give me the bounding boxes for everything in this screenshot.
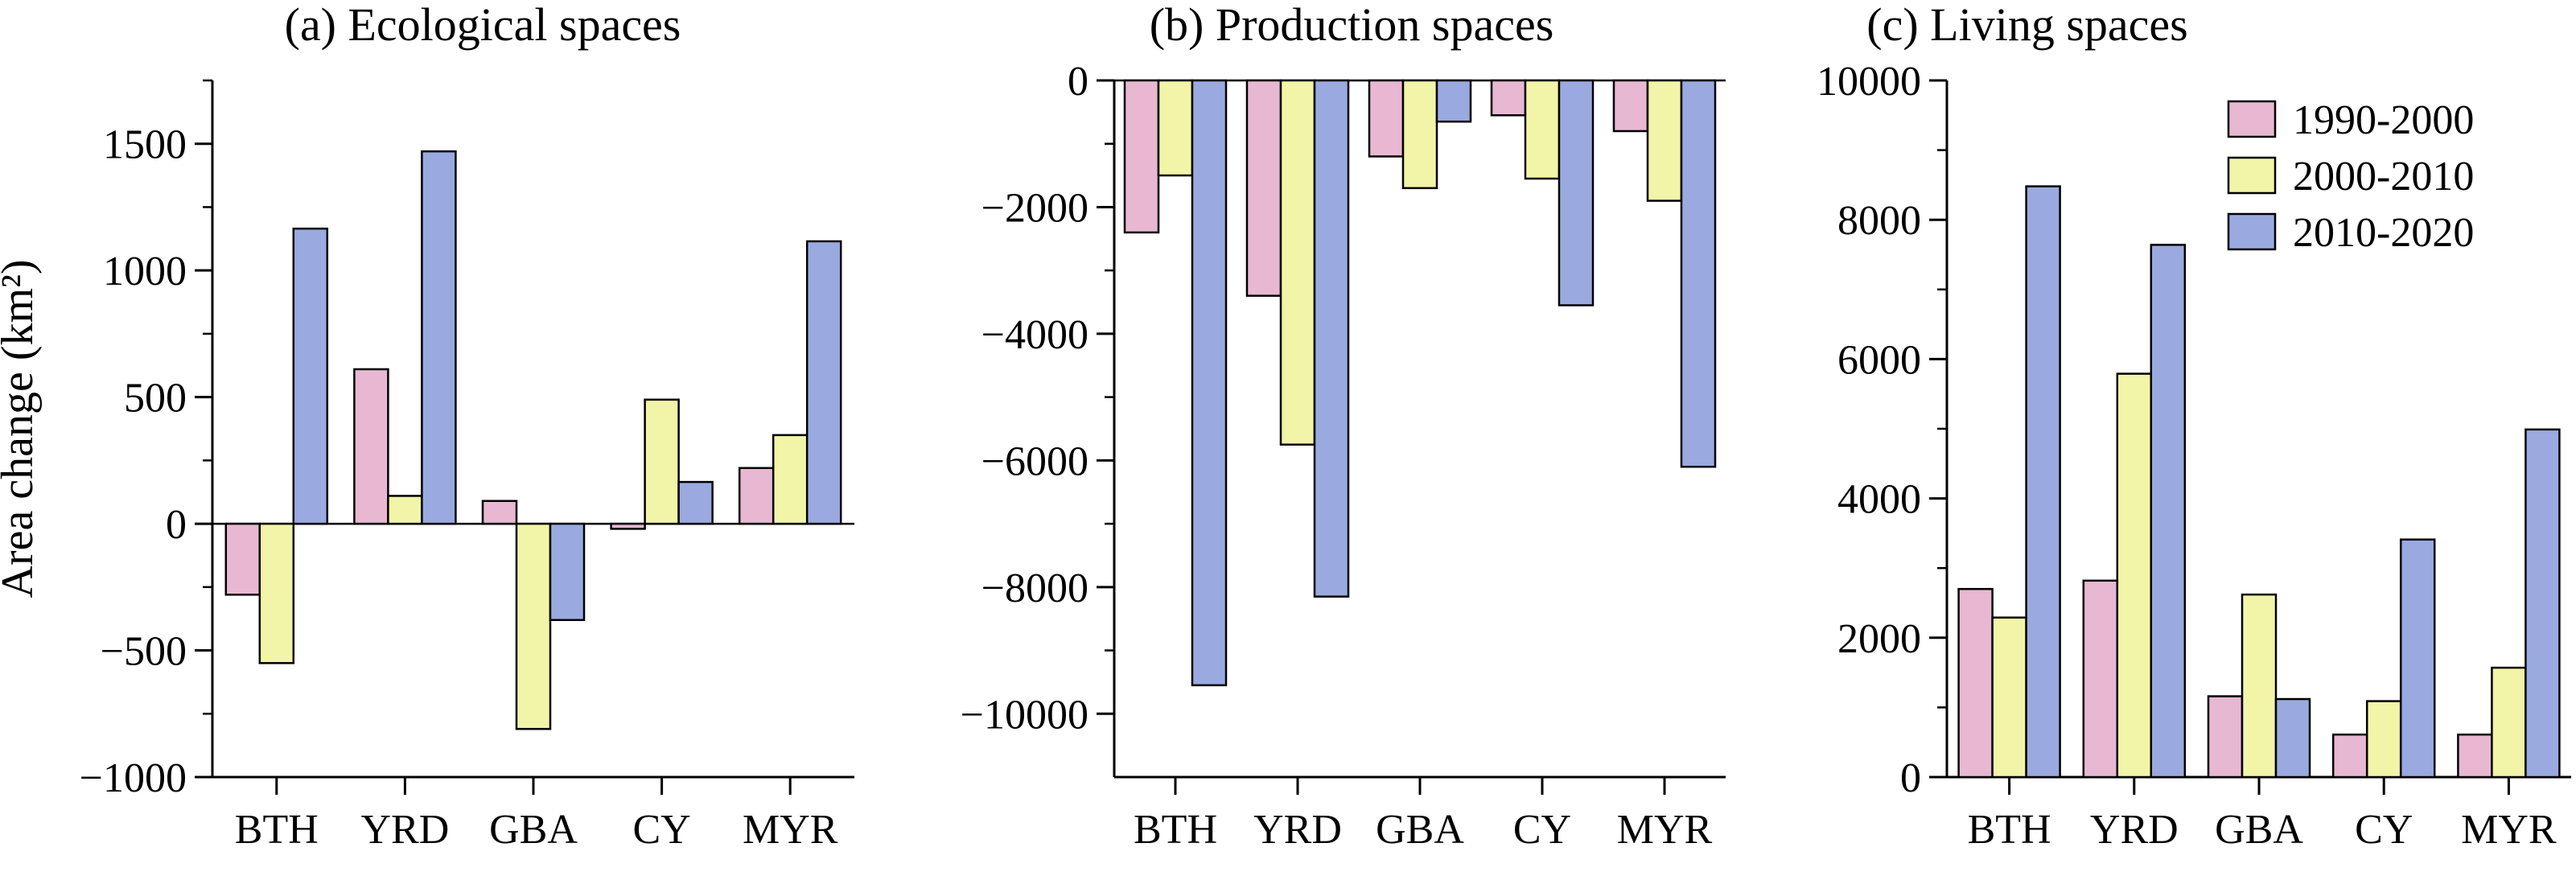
bar-2010-2020 [805,240,842,525]
bar-2000-2010 [1401,79,1438,190]
bar-2010-2020 [292,227,329,525]
bar-2010-2020 [2525,428,2561,779]
y-tick-label: −10000 [961,692,1088,738]
bar-2010-2020 [1191,79,1228,687]
bar-2010-2020 [2274,697,2311,779]
bar-2000-2010 [2116,372,2153,779]
y-tick-label: −1000 [80,755,187,801]
bar-2000-2010 [2491,666,2527,779]
legend-label: 1990-2000 [2293,97,2474,143]
chart-panel-2: (b) Production spaces −10000 −8000 −6000 −40… [961,0,1726,853]
y-axis-label: Area change (km²) [0,259,43,598]
x-tick-label: MYR [1617,807,1713,853]
x-tick-label: BTH [1134,807,1217,853]
bar-1990-2000 [224,522,261,596]
chart-panel-3: (c) Living spaces 0 2000 4000 6000 8000 10000 B… [1817,0,2571,853]
legend-swatch-2010-2020 [2227,212,2277,251]
legend-swatch-1990-2000 [2227,100,2277,138]
y-tick-label: 1500 [103,122,187,168]
y-tick-label: −6000 [981,438,1088,484]
bar-1990-2000 [1123,79,1160,234]
chart-title: (c) Living spaces [1866,0,2187,51]
bar-2000-2010 [1279,79,1316,446]
bar-2010-2020 [421,150,457,525]
bar-2010-2020 [1435,79,1472,123]
y-tick-label: 500 [124,376,187,422]
x-tick-label: BTH [1968,807,2051,853]
bar-2000-2010 [387,495,423,525]
x-tick-label: YRD [361,807,450,853]
legend: 1990-2000 2000-2010 2010-2020 [2227,97,2474,256]
bar-2000-2010 [644,398,680,525]
x-tick-label: BTH [235,807,319,853]
bar-1990-2000 [1957,587,1994,779]
bar-1990-2000 [738,467,775,525]
bar-1990-2000 [1368,79,1405,158]
bar-2000-2010 [772,434,809,525]
y-tick-label: −500 [101,629,187,675]
chart-title: (a) Ecological spaces [285,0,681,51]
x-tick-label: CY [2355,807,2413,853]
bar-2010-2020 [1680,79,1717,468]
x-tick-label: CY [632,807,690,853]
y-tick-label: −4000 [981,312,1088,358]
bar-2000-2010 [258,522,295,664]
legend-label: 2000-2010 [2293,154,2474,199]
y-tick-label: −8000 [981,566,1088,611]
x-tick-label: GBA [1376,807,1464,853]
bar-2000-2010 [1991,616,2027,779]
chart-title: (b) Production spaces [1150,0,1554,51]
y-tick-label: 1000 [103,249,187,294]
bar-1990-2000 [2457,733,2493,779]
y-tick-label: 8000 [1837,198,1921,244]
bar-1990-2000 [2331,733,2368,779]
bar-2000-2010 [1646,79,1683,202]
x-tick-label: MYR [2461,807,2557,853]
x-tick-label: GBA [489,807,578,853]
bar-2010-2020 [1313,79,1350,598]
y-tick-label: 10000 [1817,59,1921,105]
bar-2010-2020 [2025,185,2061,779]
bar-1990-2000 [481,500,518,525]
y-tick-label: 0 [1900,755,1921,801]
x-tick-label: GBA [2215,807,2303,853]
y-tick-label: 6000 [1837,337,1921,383]
legend-label: 2010-2020 [2293,210,2474,256]
bar-2010-2020 [2399,538,2436,779]
x-tick-label: CY [1513,807,1571,853]
y-tick-label: 2000 [1837,616,1921,662]
bar-2010-2020 [549,522,586,622]
bar-1990-2000 [2207,695,2244,779]
x-tick-label: YRD [1253,807,1342,853]
y-tick-label: −2000 [981,185,1088,231]
bar-2000-2010 [2241,593,2278,779]
bar-1990-2000 [610,522,646,530]
bar-1990-2000 [1612,79,1649,133]
bar-2010-2020 [1558,79,1595,306]
bar-2000-2010 [1157,79,1194,177]
bar-2000-2010 [1524,79,1561,180]
legend-swatch-2000-2010 [2227,156,2277,195]
x-tick-label: YRD [2090,807,2179,853]
y-tick-label: 0 [166,502,187,548]
bar-2000-2010 [2365,700,2402,779]
y-tick-label: 0 [1068,59,1088,105]
bar-1990-2000 [1245,79,1282,297]
y-tick-label: 4000 [1837,477,1921,523]
bar-2010-2020 [2150,244,2187,779]
x-tick-label: MYR [743,807,838,853]
bar-1990-2000 [353,368,389,525]
bar-2010-2020 [677,480,714,525]
chart-panel-1: (a) Ecological spaces Area change (km²) −1… [0,0,854,853]
bar-1990-2000 [2082,579,2119,779]
bar-1990-2000 [1490,79,1527,117]
bar-2000-2010 [515,522,552,730]
